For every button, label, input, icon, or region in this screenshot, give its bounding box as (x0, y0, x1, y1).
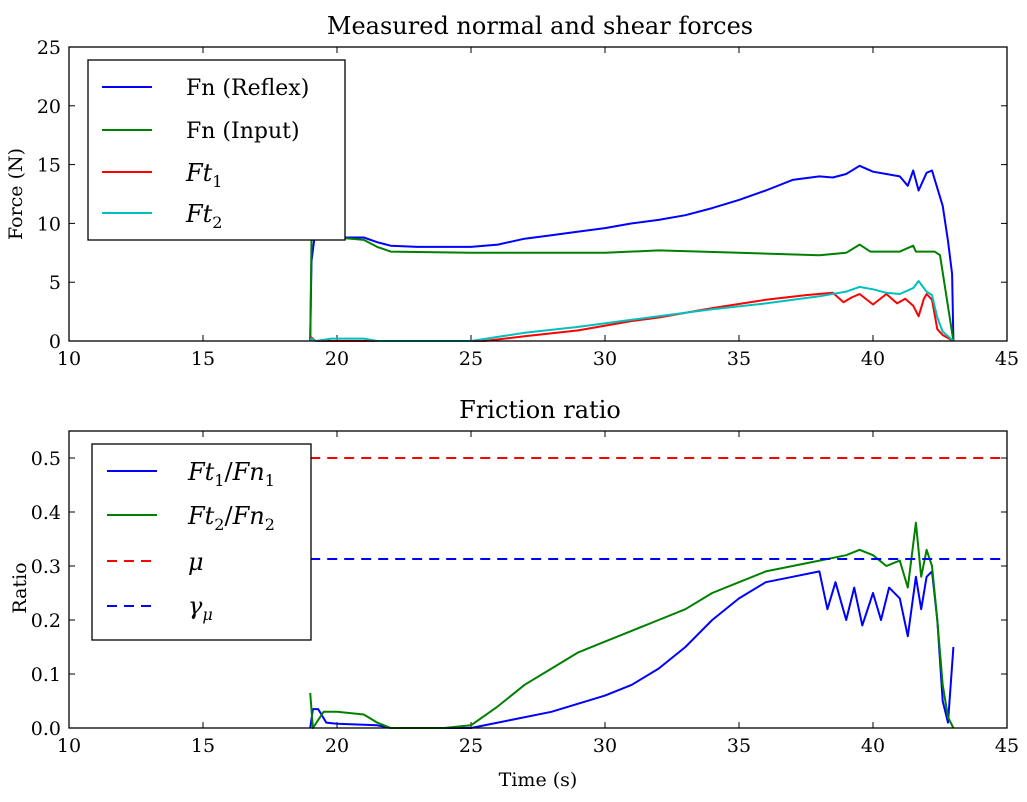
legend-label-fn-input: Fn (Input) (186, 119, 300, 144)
y-tick-label-15: 15 (37, 155, 61, 177)
ratio-series-group (309, 457, 1007, 729)
series-line-fn-input (309, 236, 955, 342)
x-tick-label-25: 25 (459, 735, 483, 757)
force-legend: Fn (Reflex) Fn (Input) Ft1 Ft2 (87, 59, 346, 241)
legend-label-ft2-fn2-a-sub: 2 (214, 515, 224, 534)
series-line-ft1 (309, 291, 954, 342)
legend-label-ft1-fn1: Ft1/Fn1 (187, 458, 275, 490)
ratio-chart-title: Friction ratio (459, 396, 621, 424)
force-series-group (309, 164, 955, 342)
ratio-y-axis-label: Ratio (9, 562, 31, 613)
force-panel: Measured normal and shear forces Force (… (5, 12, 1019, 370)
legend-label-ft1-fn1-b: Fn (232, 458, 265, 486)
legend-label-ft2-fn2-b: Fn (232, 502, 265, 530)
series-line-fn-reflex (309, 164, 955, 342)
legend-label-ft2-fn2-a: Ft (187, 502, 215, 530)
force-chart-title: Measured normal and shear forces (327, 12, 753, 40)
y-tick-label-0: 0 (49, 331, 61, 353)
x-tick-label-45: 45 (995, 348, 1019, 370)
ratio-axes-frame (68, 430, 1008, 729)
force-axes-ticks: 10 15 20 25 30 35 40 45 0 5 10 15 20 25 (37, 37, 1019, 370)
y-tick-label-0-3: 0.3 (31, 556, 61, 578)
ratio-legend-box (91, 443, 312, 641)
force-y-axis-label: Force (N) (5, 148, 27, 240)
legend-label-ft1: Ft1 (185, 159, 222, 191)
ratio-panel: Friction ratio Ratio Time (s) 10 15 20 25 30… (9, 396, 1019, 791)
series-line-ft1-fn1 (309, 570, 955, 729)
legend-label-ft1-fn1-b-sub: 1 (265, 471, 275, 490)
legend-label-ft1-base: Ft (185, 159, 213, 187)
legend-label-gamma-mu: γμ (188, 592, 213, 624)
x-tick-label-40: 40 (861, 348, 885, 370)
x-tick-label-30: 30 (593, 348, 617, 370)
force-axes-frame (68, 46, 1008, 342)
y-tick-label-0-2: 0.2 (31, 610, 61, 632)
force-legend-box (87, 59, 346, 241)
x-tick-label-40: 40 (861, 735, 885, 757)
ratio-legend: Ft1/Fn1 Ft2/Fn2 μ γμ (91, 443, 312, 641)
legend-label-ft1-fn1-a: Ft (187, 458, 215, 486)
x-tick-label-10: 10 (57, 735, 81, 757)
legend-label-ft2-sub: 2 (212, 213, 222, 232)
legend-label-ft2: Ft2 (185, 200, 222, 232)
x-tick-label-45: 45 (995, 735, 1019, 757)
legend-label-ft1-fn1-slash: / (224, 458, 233, 486)
y-tick-label-5: 5 (49, 272, 61, 294)
y-tick-label-25: 25 (37, 37, 61, 59)
x-tick-label-15: 15 (191, 735, 215, 757)
x-tick-label-35: 35 (727, 735, 751, 757)
legend-label-ft2-base: Ft (185, 200, 213, 228)
y-tick-label-0-5: 0.5 (31, 448, 61, 470)
legend-label-ft2-fn2-b-sub: 2 (265, 515, 275, 534)
legend-label-gamma-mu-base: γ (188, 592, 203, 620)
x-tick-label-15: 15 (191, 348, 215, 370)
legend-label-mu: μ (188, 548, 204, 576)
y-tick-label-0-4: 0.4 (31, 502, 61, 524)
ratio-axes-ticks: 10 15 20 25 30 35 40 45 0.0 0.1 0.2 0.3 0.4 0.5 (31, 431, 1019, 757)
legend-label-ft2-fn2-slash: / (224, 502, 233, 530)
legend-label-ft2-fn2: Ft2/Fn2 (187, 502, 275, 534)
legend-label-gamma-mu-sub: μ (202, 605, 212, 624)
x-tick-label-20: 20 (325, 348, 349, 370)
y-tick-label-20: 20 (37, 96, 61, 118)
x-tick-label-35: 35 (727, 348, 751, 370)
legend-label-fn-reflex: Fn (Reflex) (186, 76, 309, 101)
ratio-x-axis-label: Time (s) (499, 769, 578, 791)
x-tick-label-25: 25 (459, 348, 483, 370)
y-tick-label-0-1: 0.1 (31, 664, 61, 686)
legend-label-ft1-fn1-a-sub: 1 (214, 471, 224, 490)
x-tick-label-10: 10 (57, 348, 81, 370)
series-line-ft2 (309, 280, 955, 342)
legend-label-ft1-sub: 1 (212, 172, 222, 191)
x-tick-label-20: 20 (325, 735, 349, 757)
y-tick-label-10: 10 (37, 213, 61, 235)
series-line-ft2-fn2 (309, 521, 955, 729)
x-tick-label-30: 30 (593, 735, 617, 757)
y-tick-label-0-0: 0.0 (31, 718, 61, 740)
